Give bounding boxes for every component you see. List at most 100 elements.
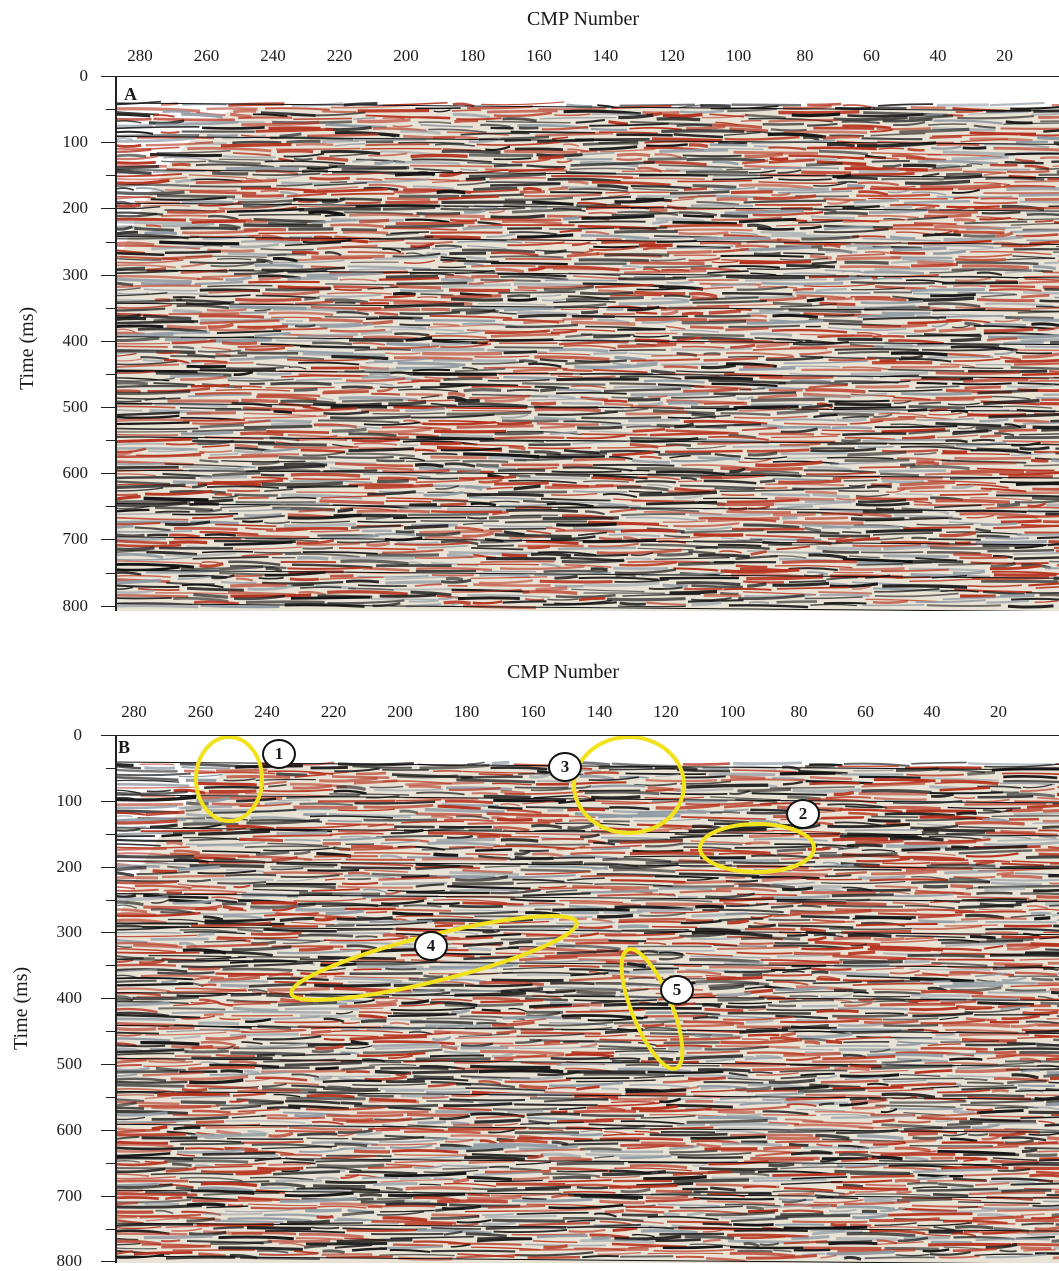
reflector-segment	[657, 119, 701, 120]
reflector-segment	[991, 880, 1059, 881]
reflector-segment	[323, 471, 377, 472]
reflector-segment	[807, 104, 841, 105]
reflector-segment	[677, 770, 730, 771]
reflector-segment	[425, 810, 505, 812]
reflector-segment	[1036, 398, 1059, 399]
reflector-segment	[670, 592, 717, 593]
reflector-segment	[181, 432, 233, 434]
reflector-segment	[257, 1055, 275, 1056]
reflector-segment	[467, 517, 487, 518]
reflector-segment	[579, 598, 605, 599]
reflector-segment	[225, 875, 276, 876]
reflector-segment	[563, 370, 593, 371]
reflector-segment	[917, 383, 948, 384]
reflector-segment	[200, 370, 276, 371]
reflector-segment	[380, 387, 413, 388]
reflector-segment	[793, 790, 861, 791]
reflector-segment	[674, 965, 702, 966]
reflector-segment	[499, 1141, 547, 1143]
reflector-segment	[117, 965, 176, 966]
reflector-segment	[908, 955, 985, 956]
reflector-segment	[161, 161, 206, 162]
reflector-segment	[855, 299, 907, 301]
reflector-segment	[866, 530, 942, 532]
reflector-segment	[1008, 606, 1054, 607]
reflector-segment	[791, 1153, 832, 1154]
reflector-segment	[953, 1111, 975, 1113]
reflector-segment	[879, 148, 904, 149]
reflector-segment	[298, 935, 353, 936]
reflector-segment	[845, 830, 918, 831]
reflector-segment	[782, 517, 797, 518]
reflector-segment	[836, 419, 866, 420]
reflector-segment	[668, 417, 691, 418]
reflector-segment	[643, 248, 667, 249]
reflector-segment	[805, 1042, 820, 1044]
reflector-segment	[757, 228, 794, 229]
reflector-segment	[604, 401, 627, 402]
reflector-segment	[760, 232, 806, 233]
reflector-segment	[676, 583, 740, 585]
reflector-segment	[307, 1095, 355, 1097]
reflector-segment	[117, 166, 159, 167]
y-tick-mark	[101, 341, 115, 342]
reflector-segment	[593, 465, 674, 466]
reflector-segment	[1015, 1090, 1059, 1091]
reflector-segment	[1025, 347, 1059, 348]
y-minor-tick-mark	[106, 900, 115, 901]
reflector-segment	[591, 1151, 664, 1152]
reflector-segment	[117, 877, 158, 878]
reflector-segment	[937, 105, 989, 106]
reflector-segment	[867, 1055, 943, 1056]
reflector-segment	[698, 555, 749, 557]
reflector-segment	[117, 243, 154, 245]
reflector-segment	[250, 909, 270, 910]
reflector-segment	[636, 313, 657, 314]
reflector-segment	[941, 1001, 977, 1002]
reflector-segment	[618, 922, 680, 923]
reflector-segment	[1050, 342, 1059, 343]
reflector-segment	[916, 463, 939, 464]
y-tick-label: 600	[42, 1120, 82, 1140]
reflector-segment	[357, 966, 424, 967]
reflector-segment	[361, 149, 441, 150]
reflector-segment	[552, 471, 622, 472]
reflector-segment	[875, 426, 957, 427]
reflector-segment	[558, 548, 636, 549]
reflector-segment	[807, 299, 824, 301]
reflector-segment	[722, 293, 792, 294]
x-tick-label: 220	[321, 702, 347, 722]
reflector-segment	[859, 467, 906, 468]
reflector-segment	[787, 935, 808, 936]
reflector-segment	[1040, 404, 1059, 406]
reflector-segment	[528, 448, 591, 449]
reflector-segment	[117, 595, 188, 596]
reflector-segment	[584, 773, 618, 774]
reflector-segment	[370, 921, 433, 922]
reflector-segment	[117, 326, 163, 327]
reflector-segment	[988, 992, 1050, 993]
reflector-segment	[621, 930, 688, 931]
reflector-segment	[417, 478, 458, 479]
reflector-segment	[409, 601, 439, 602]
reflector-segment	[430, 457, 486, 458]
reflector-segment	[442, 151, 501, 152]
reflector-segment	[786, 266, 835, 267]
reflector-segment	[282, 324, 361, 325]
reflector-segment	[117, 283, 133, 285]
reflector-segment	[191, 1135, 266, 1136]
reflector-segment	[580, 1149, 621, 1150]
reflector-segment	[183, 824, 238, 825]
reflector-segment	[420, 443, 461, 444]
reflector-segment	[469, 155, 533, 156]
reflector-segment	[369, 1101, 419, 1102]
reflector-segment	[614, 231, 678, 232]
reflector-segment	[908, 1133, 938, 1134]
reflector-segment	[182, 420, 245, 421]
reflector-segment	[1032, 979, 1054, 980]
reflector-segment	[257, 373, 292, 374]
reflector-segment	[227, 1139, 303, 1140]
reflector-segment	[267, 254, 306, 255]
reflector-segment	[663, 114, 703, 116]
reflector-segment	[685, 378, 753, 379]
